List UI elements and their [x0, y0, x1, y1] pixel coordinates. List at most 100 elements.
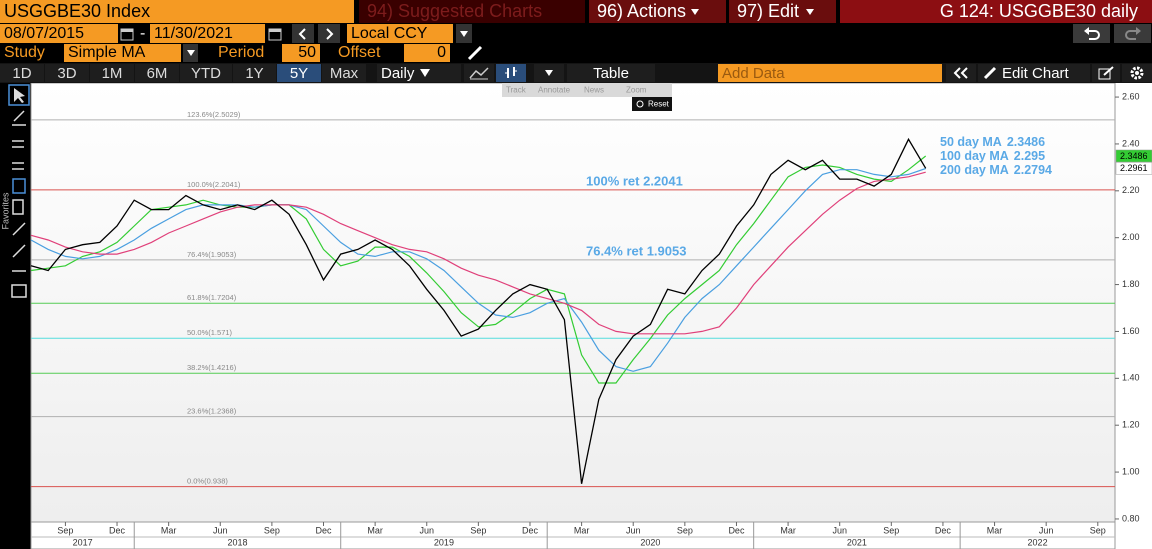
y-tick-label: 1.80 — [1122, 279, 1140, 289]
frequency: Daily — [381, 64, 415, 82]
range-tab[interactable]: 3D — [45, 64, 89, 82]
fib-label: 100.0%(2.2041) — [187, 180, 241, 189]
pencil-icon[interactable] — [466, 45, 484, 61]
channel-tool[interactable] — [11, 284, 27, 298]
frequency-dropdown[interactable]: Daily — [377, 64, 461, 82]
channel-tool[interactable] — [12, 178, 26, 194]
x-tick-label: Dec — [522, 525, 539, 535]
fib-label: 0.0%(0.938) — [187, 477, 228, 486]
x-tick-label: Sep — [1090, 525, 1106, 535]
x-tick-label: Dec — [935, 525, 952, 535]
date: 11/30/2021 — [154, 24, 233, 42]
reset-label: Reset — [648, 100, 670, 109]
offset-field[interactable]: 0 — [404, 44, 450, 62]
fib-annotation: 100% ret 2.2041 — [586, 173, 683, 188]
draw-tool[interactable] — [13, 110, 25, 122]
dropdown[interactable] — [534, 64, 564, 82]
series-line — [30, 167, 926, 372]
year-label: 2017 — [73, 537, 93, 547]
bar-chart-button[interactable] — [496, 64, 526, 82]
y-tick-label: 1.60 — [1122, 326, 1140, 336]
date: 08/07/2015 — [4, 24, 85, 42]
x-tick-label: Jun — [1039, 525, 1054, 535]
x-tick-label: Sep — [677, 525, 693, 535]
y-tick-label: 2.40 — [1122, 138, 1140, 148]
dropdown-arrow — [420, 69, 431, 77]
start-date[interactable]: 08/07/2015 — [0, 24, 118, 43]
edit-icon — [1098, 66, 1114, 80]
legend-value: 2.3486 — [1007, 135, 1045, 149]
line-chart-button[interactable] — [464, 64, 494, 82]
range-tab[interactable]: 5Y — [277, 64, 321, 82]
range-tab[interactable]: 6M — [135, 64, 179, 82]
year-label: 2018 — [227, 537, 247, 547]
series-line — [30, 171, 926, 335]
chart-tool[interactable]: News — [584, 86, 604, 95]
chart-tool[interactable]: Zoom — [626, 86, 647, 95]
table-button[interactable]: Table — [567, 64, 655, 82]
menu-button[interactable]: 94) Suggested Charts — [359, 0, 585, 23]
separator: - — [140, 24, 146, 42]
year-label: 2021 — [847, 537, 867, 547]
year-label: 2022 — [1028, 537, 1048, 547]
undo-button[interactable] — [1073, 24, 1110, 43]
x-tick-label: Dec — [109, 525, 126, 535]
annotate-button[interactable] — [1092, 64, 1120, 82]
redo-button[interactable] — [1114, 24, 1151, 43]
period-field[interactable]: 50 — [282, 44, 320, 62]
legend-value: 2.2794 — [1014, 163, 1052, 177]
x-tick-label: Jun — [832, 525, 847, 535]
menu-button[interactable]: 96) Actions — [589, 0, 726, 23]
cursor-tool[interactable] — [14, 88, 25, 103]
dropdown[interactable] — [183, 44, 198, 62]
range-tab[interactable]: 1Y — [233, 64, 276, 82]
collapse-button[interactable] — [946, 64, 976, 82]
reset-button[interactable] — [632, 97, 672, 111]
page-title: G 124: USGGBE30 daily — [939, 1, 1138, 21]
menu-button[interactable]: 97) Edit — [729, 0, 836, 23]
text-tool[interactable] — [12, 199, 24, 215]
chart-tool[interactable]: Track — [506, 86, 527, 95]
x-tick-label: Mar — [161, 525, 177, 535]
x-axis-band — [30, 521, 1116, 549]
label: Period — [218, 44, 265, 61]
ray-tool[interactable] — [12, 244, 26, 258]
fib-label: 123.6%(2.5029) — [187, 110, 241, 119]
end-date[interactable]: 11/30/2021 — [150, 24, 265, 43]
y-tick-label: 0.80 — [1122, 513, 1140, 523]
security-field[interactable]: USGGBE30 Index — [0, 0, 354, 23]
range-tab[interactable]: YTD — [180, 64, 232, 82]
calendar-icon[interactable] — [120, 26, 134, 41]
x-tick-label: Jun — [419, 525, 434, 535]
undo-icon — [1083, 26, 1100, 40]
study-field[interactable]: Simple MA — [64, 44, 181, 62]
settings-button[interactable] — [1122, 64, 1152, 82]
study: Simple MA — [68, 44, 146, 61]
line-tool[interactable] — [12, 222, 26, 236]
range-tab[interactable]: 1M — [90, 64, 134, 82]
currency-field[interactable]: Local CCY — [347, 24, 453, 43]
side-toolbar — [0, 83, 31, 549]
next-button[interactable] — [318, 24, 340, 43]
label: Study — [4, 44, 45, 61]
chart-tool[interactable]: Annotate — [538, 86, 571, 95]
add-data-field[interactable]: Add Data — [718, 64, 942, 82]
dropdown[interactable] — [456, 24, 472, 43]
security: USGGBE30 Index — [4, 1, 151, 21]
x-tick-label: Sep — [264, 525, 280, 535]
calendar-icon[interactable] — [268, 26, 282, 41]
edit-chart-button[interactable]: Edit Chart — [978, 64, 1090, 82]
legend-name: 200 day MA — [940, 163, 1009, 177]
placeholder: Add Data — [722, 64, 785, 82]
legend-name: 100 day MA — [940, 149, 1009, 163]
series-line — [30, 137, 927, 484]
menu-label: 96) Actions — [597, 1, 687, 21]
range-tab[interactable]: 1D — [0, 64, 44, 82]
prev-button[interactable] — [292, 24, 314, 43]
range-tab[interactable]: Max — [322, 64, 366, 82]
y-tick-label: 1.40 — [1122, 373, 1140, 383]
plot-area — [30, 83, 1116, 523]
x-tick-label: Mar — [574, 525, 590, 535]
reset-icon — [636, 100, 644, 108]
